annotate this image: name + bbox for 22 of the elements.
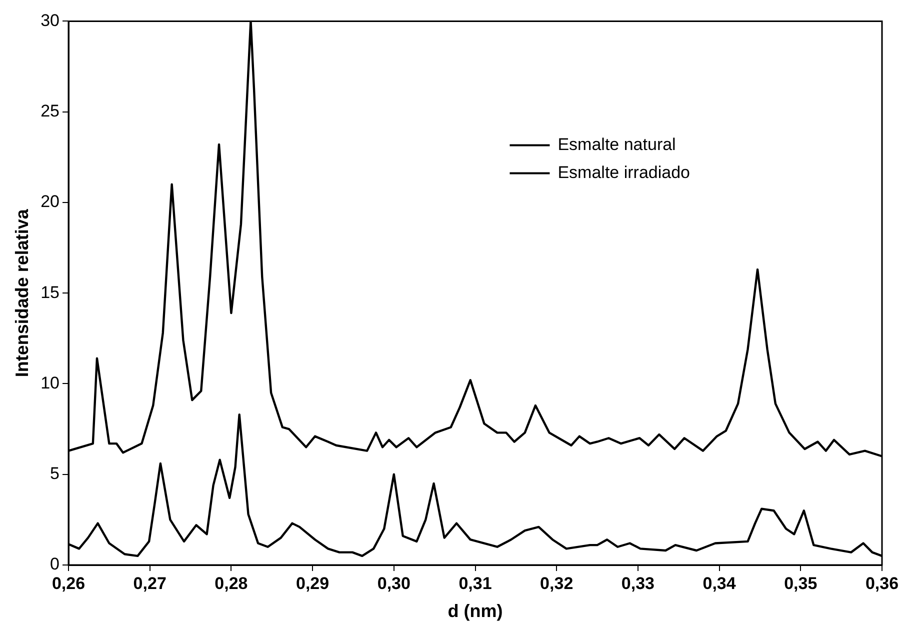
x-tick-label: 0,31 xyxy=(458,574,492,593)
x-tick-label: 0,30 xyxy=(377,574,410,593)
y-tick-label: 10 xyxy=(40,373,60,392)
y-tick-label: 30 xyxy=(40,10,60,30)
y-tick-label: 5 xyxy=(50,464,60,484)
legend-label: Esmalte natural xyxy=(558,134,676,154)
y-tick-label: 15 xyxy=(40,282,60,302)
x-tick-label: 0,29 xyxy=(296,574,330,593)
legend-label: Esmalte irradiado xyxy=(558,162,690,182)
x-axis-title: d (nm) xyxy=(448,601,503,622)
x-tick-label: 0,34 xyxy=(702,574,736,593)
y-axis-title: Intensidade relativa xyxy=(12,208,32,378)
y-tick-label: 0 xyxy=(50,554,60,574)
x-tick-label: 0,36 xyxy=(865,574,899,593)
y-tick-label: 25 xyxy=(40,102,60,121)
x-tick-label: 0,32 xyxy=(540,574,574,593)
x-tick-label: 0,26 xyxy=(52,574,86,593)
y-tick-label: 20 xyxy=(40,192,60,212)
x-tick-label: 0,33 xyxy=(621,574,654,593)
x-tick-label: 0,35 xyxy=(784,574,818,593)
x-tick-label: 0,28 xyxy=(214,574,248,593)
x-tick-label: 0,27 xyxy=(133,574,166,593)
